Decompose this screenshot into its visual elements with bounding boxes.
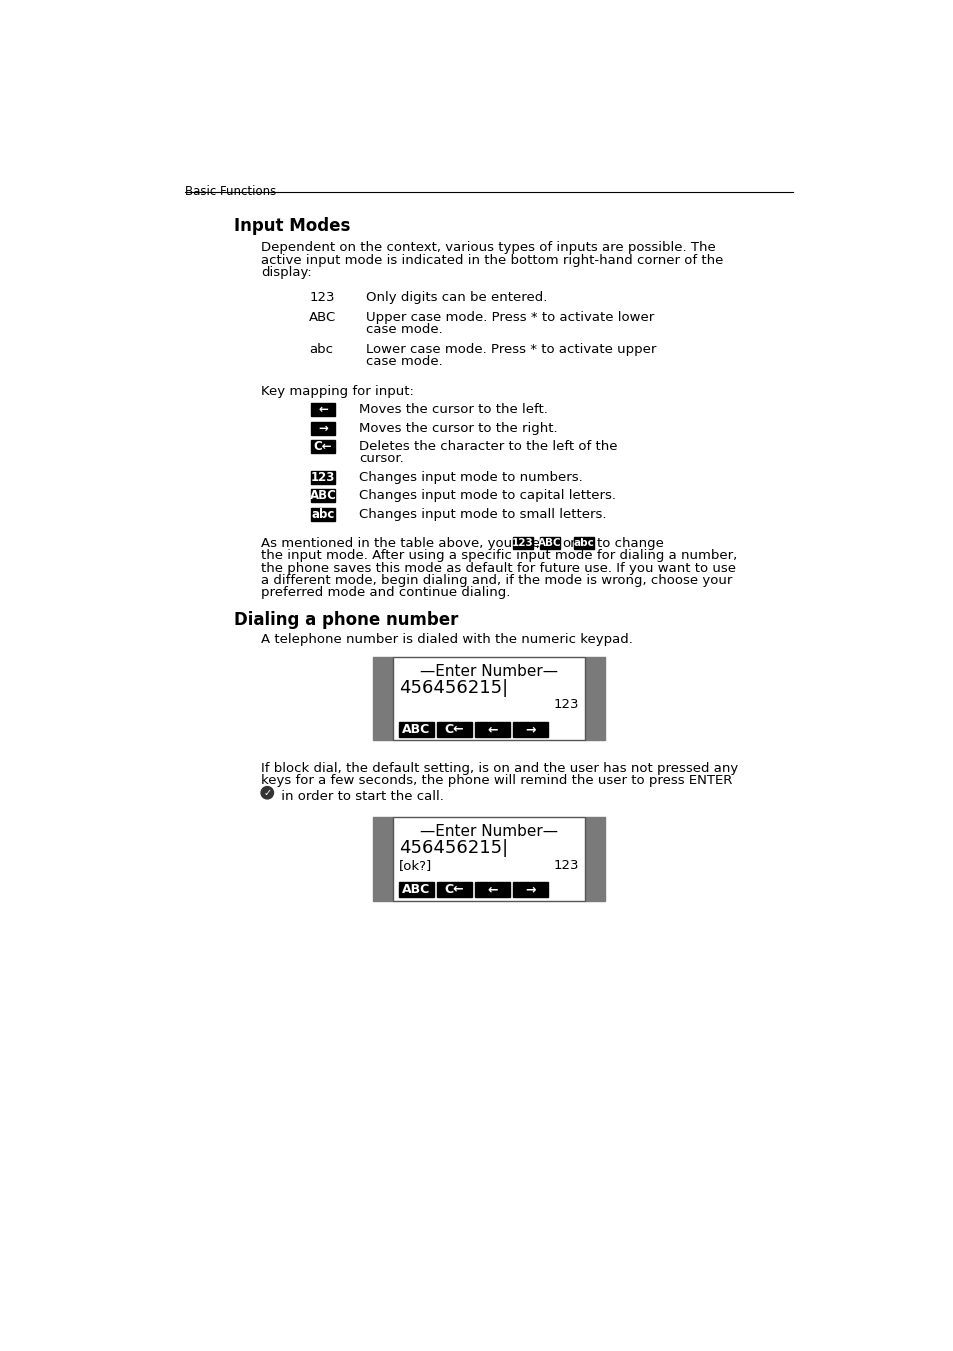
Text: 456456215|: 456456215| [398,839,508,857]
Bar [311,422,335,435]
Text: Changes input mode to numbers.: Changes input mode to numbers. [359,471,582,484]
Bar [373,657,393,740]
Bar [513,882,547,897]
Bar [398,882,434,897]
Text: preferred mode and continue dialing.: preferred mode and continue dialing. [261,586,510,600]
Text: As mentioned in the table above, you use: As mentioned in the table above, you use [261,538,539,550]
Text: ABC: ABC [537,538,561,549]
Text: cursor.: cursor. [359,453,404,465]
Text: Key mapping for input:: Key mapping for input: [261,385,414,397]
Text: A telephone number is dialed with the numeric keypad.: A telephone number is dialed with the nu… [261,632,632,646]
Text: If block dial, the default setting, is on and the user has not pressed any: If block dial, the default setting, is o… [261,762,738,775]
Text: Dependent on the context, various types of inputs are possible. The: Dependent on the context, various types … [261,242,715,254]
Text: Changes input mode to small letters.: Changes input mode to small letters. [359,508,606,521]
Bar [436,721,472,738]
Text: ABC: ABC [402,723,430,736]
Bar [584,817,604,901]
Text: abc: abc [311,508,335,521]
Text: Moves the cursor to the right.: Moves the cursor to the right. [359,422,558,435]
Text: the phone saves this mode as default for future use. If you want to use: the phone saves this mode as default for… [261,562,736,574]
Text: Input Modes: Input Modes [233,216,350,235]
Text: 123: 123 [553,698,578,712]
Bar [574,538,594,549]
Bar [311,403,335,416]
Text: ABC: ABC [310,489,336,503]
Text: abc: abc [573,538,594,549]
Text: Upper case mode. Press * to activate lower: Upper case mode. Press * to activate low… [365,311,653,324]
Bar [393,817,584,901]
Bar [513,538,533,549]
Text: Changes input mode to capital letters.: Changes input mode to capital letters. [359,489,616,503]
Text: C←: C← [444,723,464,736]
Text: ←: ← [317,403,328,416]
Text: →: → [524,723,535,736]
Text: 123: 123 [311,471,335,484]
Text: →: → [524,884,535,896]
Text: ABC: ABC [402,884,430,896]
Text: —Enter Number—: —Enter Number— [419,824,558,839]
Text: 456456215|: 456456215| [398,680,508,697]
Text: 123: 123 [512,538,534,549]
Text: case mode.: case mode. [365,323,442,336]
Text: abc: abc [309,343,333,357]
Text: Dialing a phone number: Dialing a phone number [233,611,457,630]
Text: Only digits can be entered.: Only digits can be entered. [365,290,546,304]
Bar [398,721,434,738]
Text: to change: to change [597,538,663,550]
Text: or: or [561,538,575,550]
Text: ←: ← [487,723,497,736]
Text: —Enter Number—: —Enter Number— [419,663,558,678]
Bar [393,657,584,740]
Text: Deletes the character to the left of the: Deletes the character to the left of the [359,440,618,453]
Text: keys for a few seconds, the phone will remind the user to press ENTER: keys for a few seconds, the phone will r… [261,774,732,788]
Bar [311,489,335,503]
Text: Basic Functions: Basic Functions [185,185,276,199]
Text: Lower case mode. Press * to activate upper: Lower case mode. Press * to activate upp… [365,343,656,357]
Bar [311,471,335,484]
Text: ✓: ✓ [263,788,271,797]
Bar [373,817,393,901]
Text: ABC: ABC [309,311,336,324]
Bar [475,721,509,738]
Text: the input mode. After using a specific input mode for dialing a number,: the input mode. After using a specific i… [261,550,737,562]
Text: case mode.: case mode. [365,355,442,369]
Bar [311,440,335,453]
Text: C←: C← [314,440,332,453]
Bar [539,538,559,549]
Bar [584,657,604,740]
Text: [ok?]: [ok?] [398,859,432,871]
Bar [475,882,509,897]
Text: Moves the cursor to the left.: Moves the cursor to the left. [359,403,548,416]
Bar [436,882,472,897]
Bar [311,508,335,521]
Text: →: → [317,422,328,435]
Text: ←: ← [487,884,497,896]
Text: C←: C← [444,884,464,896]
Text: 123: 123 [309,290,335,304]
Text: display:: display: [261,266,312,280]
Text: a different mode, begin dialing and, if the mode is wrong, choose your: a different mode, begin dialing and, if … [261,574,732,588]
Text: in order to start the call.: in order to start the call. [276,790,443,802]
Text: active input mode is indicated in the bottom right-hand corner of the: active input mode is indicated in the bo… [261,254,722,266]
Text: 123: 123 [553,859,578,871]
Text: ,: , [534,538,538,550]
Circle shape [261,786,274,798]
Bar [513,721,547,738]
